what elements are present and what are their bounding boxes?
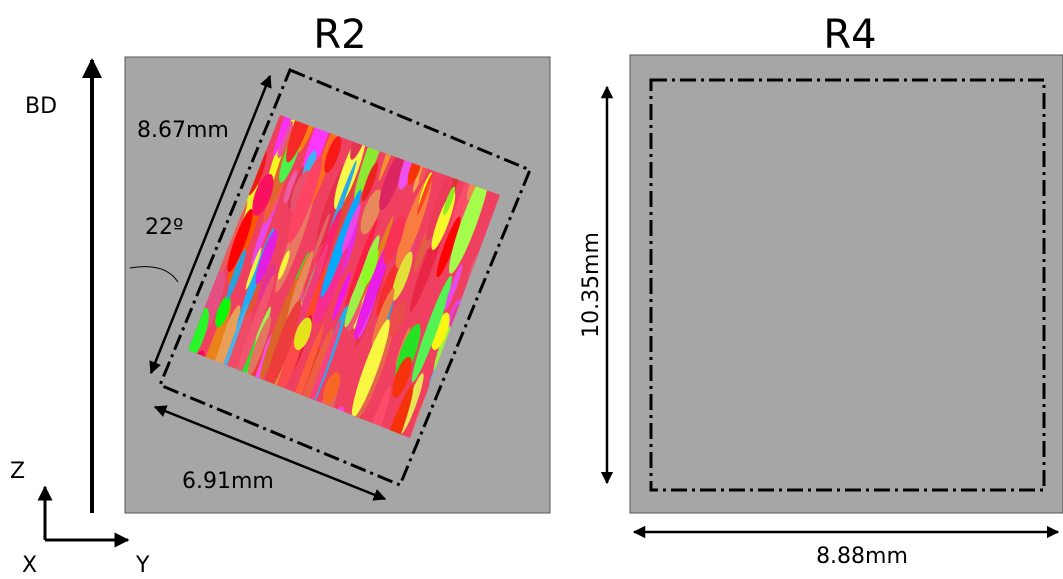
grain: [360, 189, 383, 235]
width-label: 8.88mm: [816, 544, 908, 569]
grain: [383, 214, 406, 265]
grain: [341, 203, 361, 253]
grain: [411, 275, 452, 383]
grain: [323, 372, 341, 405]
grain: [277, 250, 290, 280]
y-label: Y: [135, 553, 150, 578]
grain: [277, 120, 293, 158]
grain: [362, 162, 378, 202]
height-label: 8.67mm: [137, 118, 229, 143]
grain: [313, 213, 330, 259]
grain: [443, 186, 455, 216]
angle-label: 22º: [145, 215, 183, 240]
grain: [332, 271, 351, 321]
width-arrow: [153, 405, 387, 501]
grain: [426, 170, 454, 241]
grain: [376, 264, 398, 317]
grain: [287, 250, 314, 320]
grain: [344, 218, 378, 308]
grain: [305, 266, 328, 319]
grain: [416, 173, 433, 216]
grain: [264, 300, 302, 394]
grain: [449, 169, 490, 274]
grain: [273, 115, 311, 158]
grain: [353, 236, 393, 340]
panel-title: R4: [823, 12, 876, 58]
grain: [320, 189, 362, 298]
grain: [379, 152, 404, 211]
bd-label: BD: [25, 94, 57, 119]
grain: [431, 312, 450, 351]
grain: [372, 385, 414, 438]
grain: [444, 264, 463, 311]
grain: [371, 287, 395, 346]
scan-region: [649, 78, 1046, 492]
grain: [391, 251, 413, 301]
width-label: 6.91mm: [182, 469, 274, 494]
x-label: X: [22, 553, 37, 578]
grain: [436, 216, 461, 278]
grain: [392, 356, 412, 398]
height-arrow: [149, 74, 272, 375]
sample-r4: [629, 54, 1063, 514]
grain: [351, 319, 390, 418]
grain: [287, 155, 323, 244]
angle-arc: [129, 266, 179, 283]
grain: [387, 300, 407, 337]
grain: [294, 317, 312, 351]
grain: [283, 170, 298, 204]
height-label: 10.35mm: [579, 232, 604, 338]
z-label: Z: [10, 459, 25, 484]
grain: [324, 135, 342, 174]
grain: [361, 248, 379, 288]
panel-title: R2: [313, 12, 366, 58]
